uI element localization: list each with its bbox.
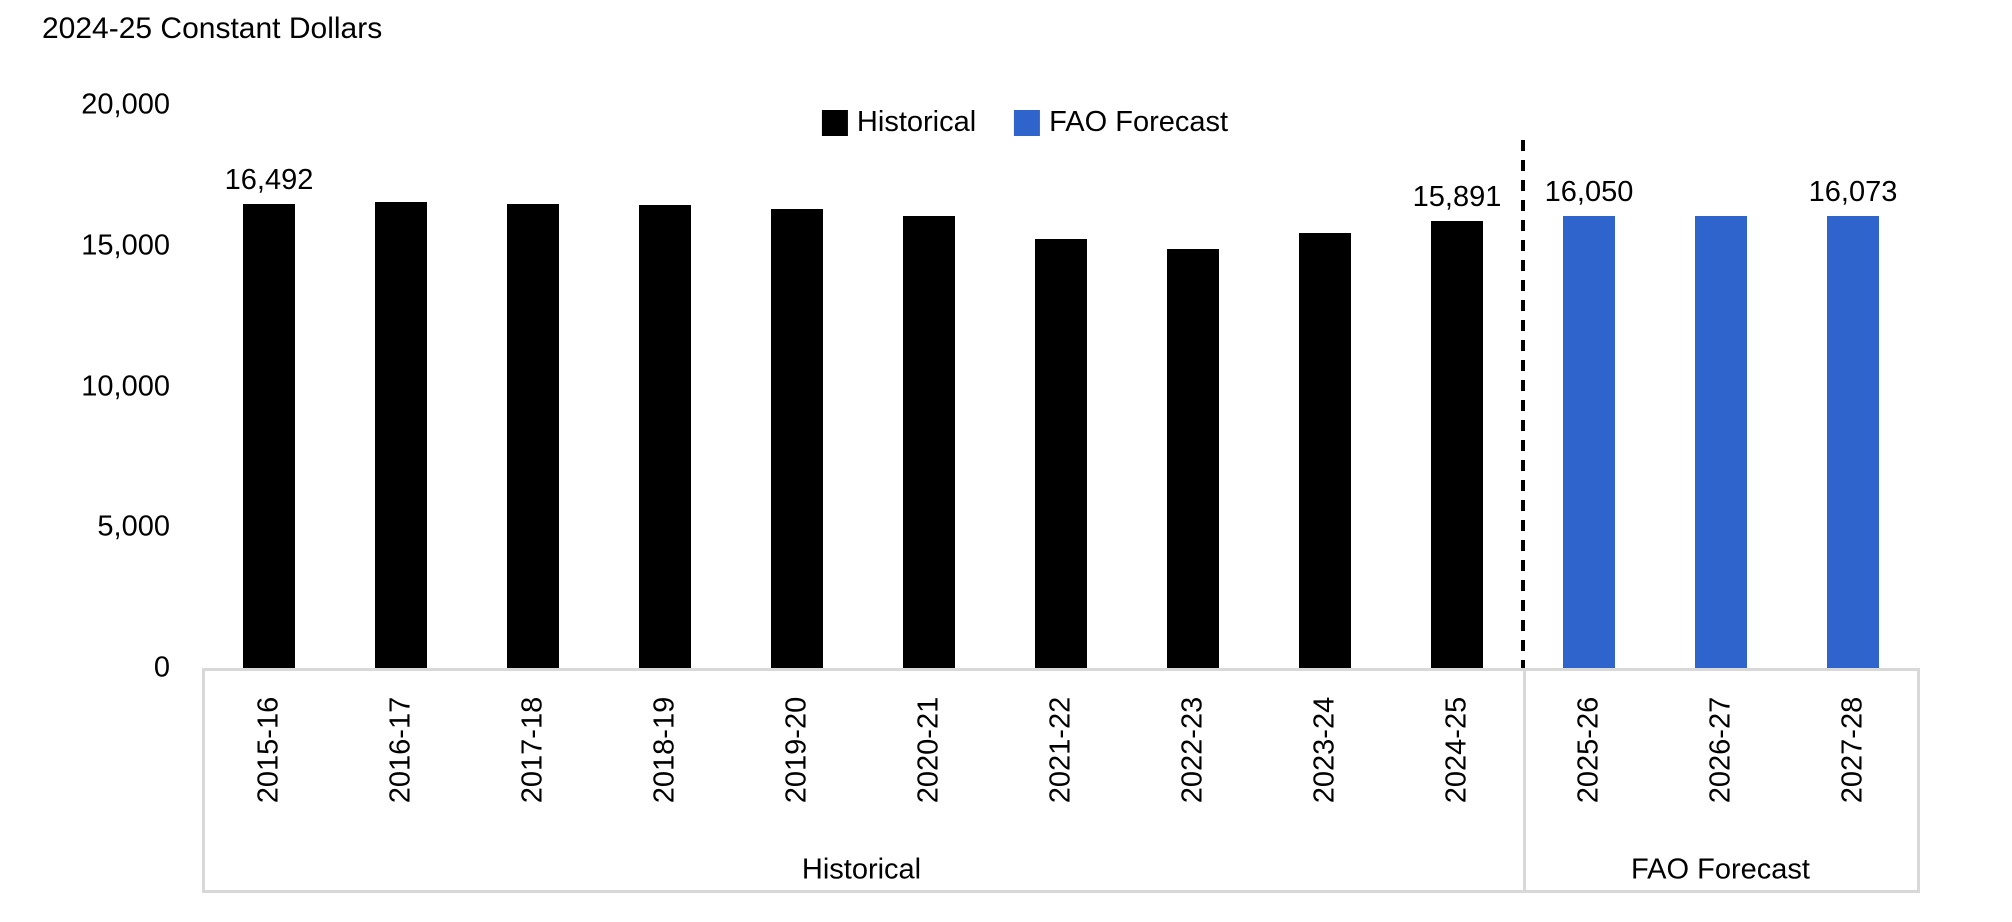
legend-item-fao-forecast: FAO Forecast [1014,106,1228,139]
y-tick-5000: 5,000 [97,510,170,543]
bar-2025-26 [1563,216,1615,668]
x-label-2015-16: 2015-16 [252,696,285,804]
bar-2023-24 [1299,232,1351,668]
x-label-2019-20: 2019-20 [780,696,813,804]
bar-value-label-2015-16: 16,492 [224,163,314,196]
x-label-2020-21: 2020-21 [912,696,945,804]
chart-title: 2024-25 Constant Dollars [42,12,383,45]
bar-2020-21 [903,215,955,668]
x-label-2021-22: 2021-22 [1044,696,1077,804]
bar-2017-18 [507,203,559,668]
legend: Historical FAO Forecast [821,106,1228,139]
x-label-2026-27: 2026-27 [1704,696,1737,804]
x-label-2023-24: 2023-24 [1308,696,1341,804]
bar-value-label-2027-28: 16,073 [1808,175,1898,208]
bar-value-label-2024-25: 15,891 [1412,180,1502,213]
bar-value-label-2025-26: 16,050 [1544,176,1634,209]
legend-swatch-icon [1014,109,1041,136]
bar-2022-23 [1167,248,1219,668]
x-label-2025-26: 2025-26 [1572,696,1605,804]
x-label-2024-25: 2024-25 [1440,696,1473,804]
bar-2016-17 [375,201,427,668]
group-label-fao-forecast: FAO Forecast [1631,853,1810,886]
forecast-separator-dashed-line [1521,140,1525,670]
y-tick-15000: 15,000 [81,229,170,262]
x-axis-group-divider [1523,671,1526,890]
legend-item-historical: Historical [821,106,977,139]
bar-2021-22 [1035,238,1087,668]
legend-label: FAO Forecast [1049,106,1229,138]
legend-label: Historical [856,106,977,138]
bar-2019-20 [771,208,823,668]
x-label-2017-18: 2017-18 [516,696,549,804]
bar-2027-28 [1827,215,1879,668]
bar-2026-27 [1695,215,1747,668]
x-label-2022-23: 2022-23 [1176,696,1209,804]
y-tick-0: 0 [153,651,170,684]
bar-2015-16 [243,203,295,668]
legend-swatch-icon [821,109,848,136]
x-label-2016-17: 2016-17 [384,696,417,804]
bar-2024-25 [1431,220,1483,668]
bar-2018-19 [639,204,691,668]
x-label-2027-28: 2027-28 [1836,696,1869,804]
x-label-2018-19: 2018-19 [648,696,681,804]
x-axis-label-box [202,668,1920,893]
y-tick-10000: 10,000 [81,370,170,402]
y-tick-20000: 20,000 [81,88,170,121]
group-label-historical: Historical [801,853,922,886]
